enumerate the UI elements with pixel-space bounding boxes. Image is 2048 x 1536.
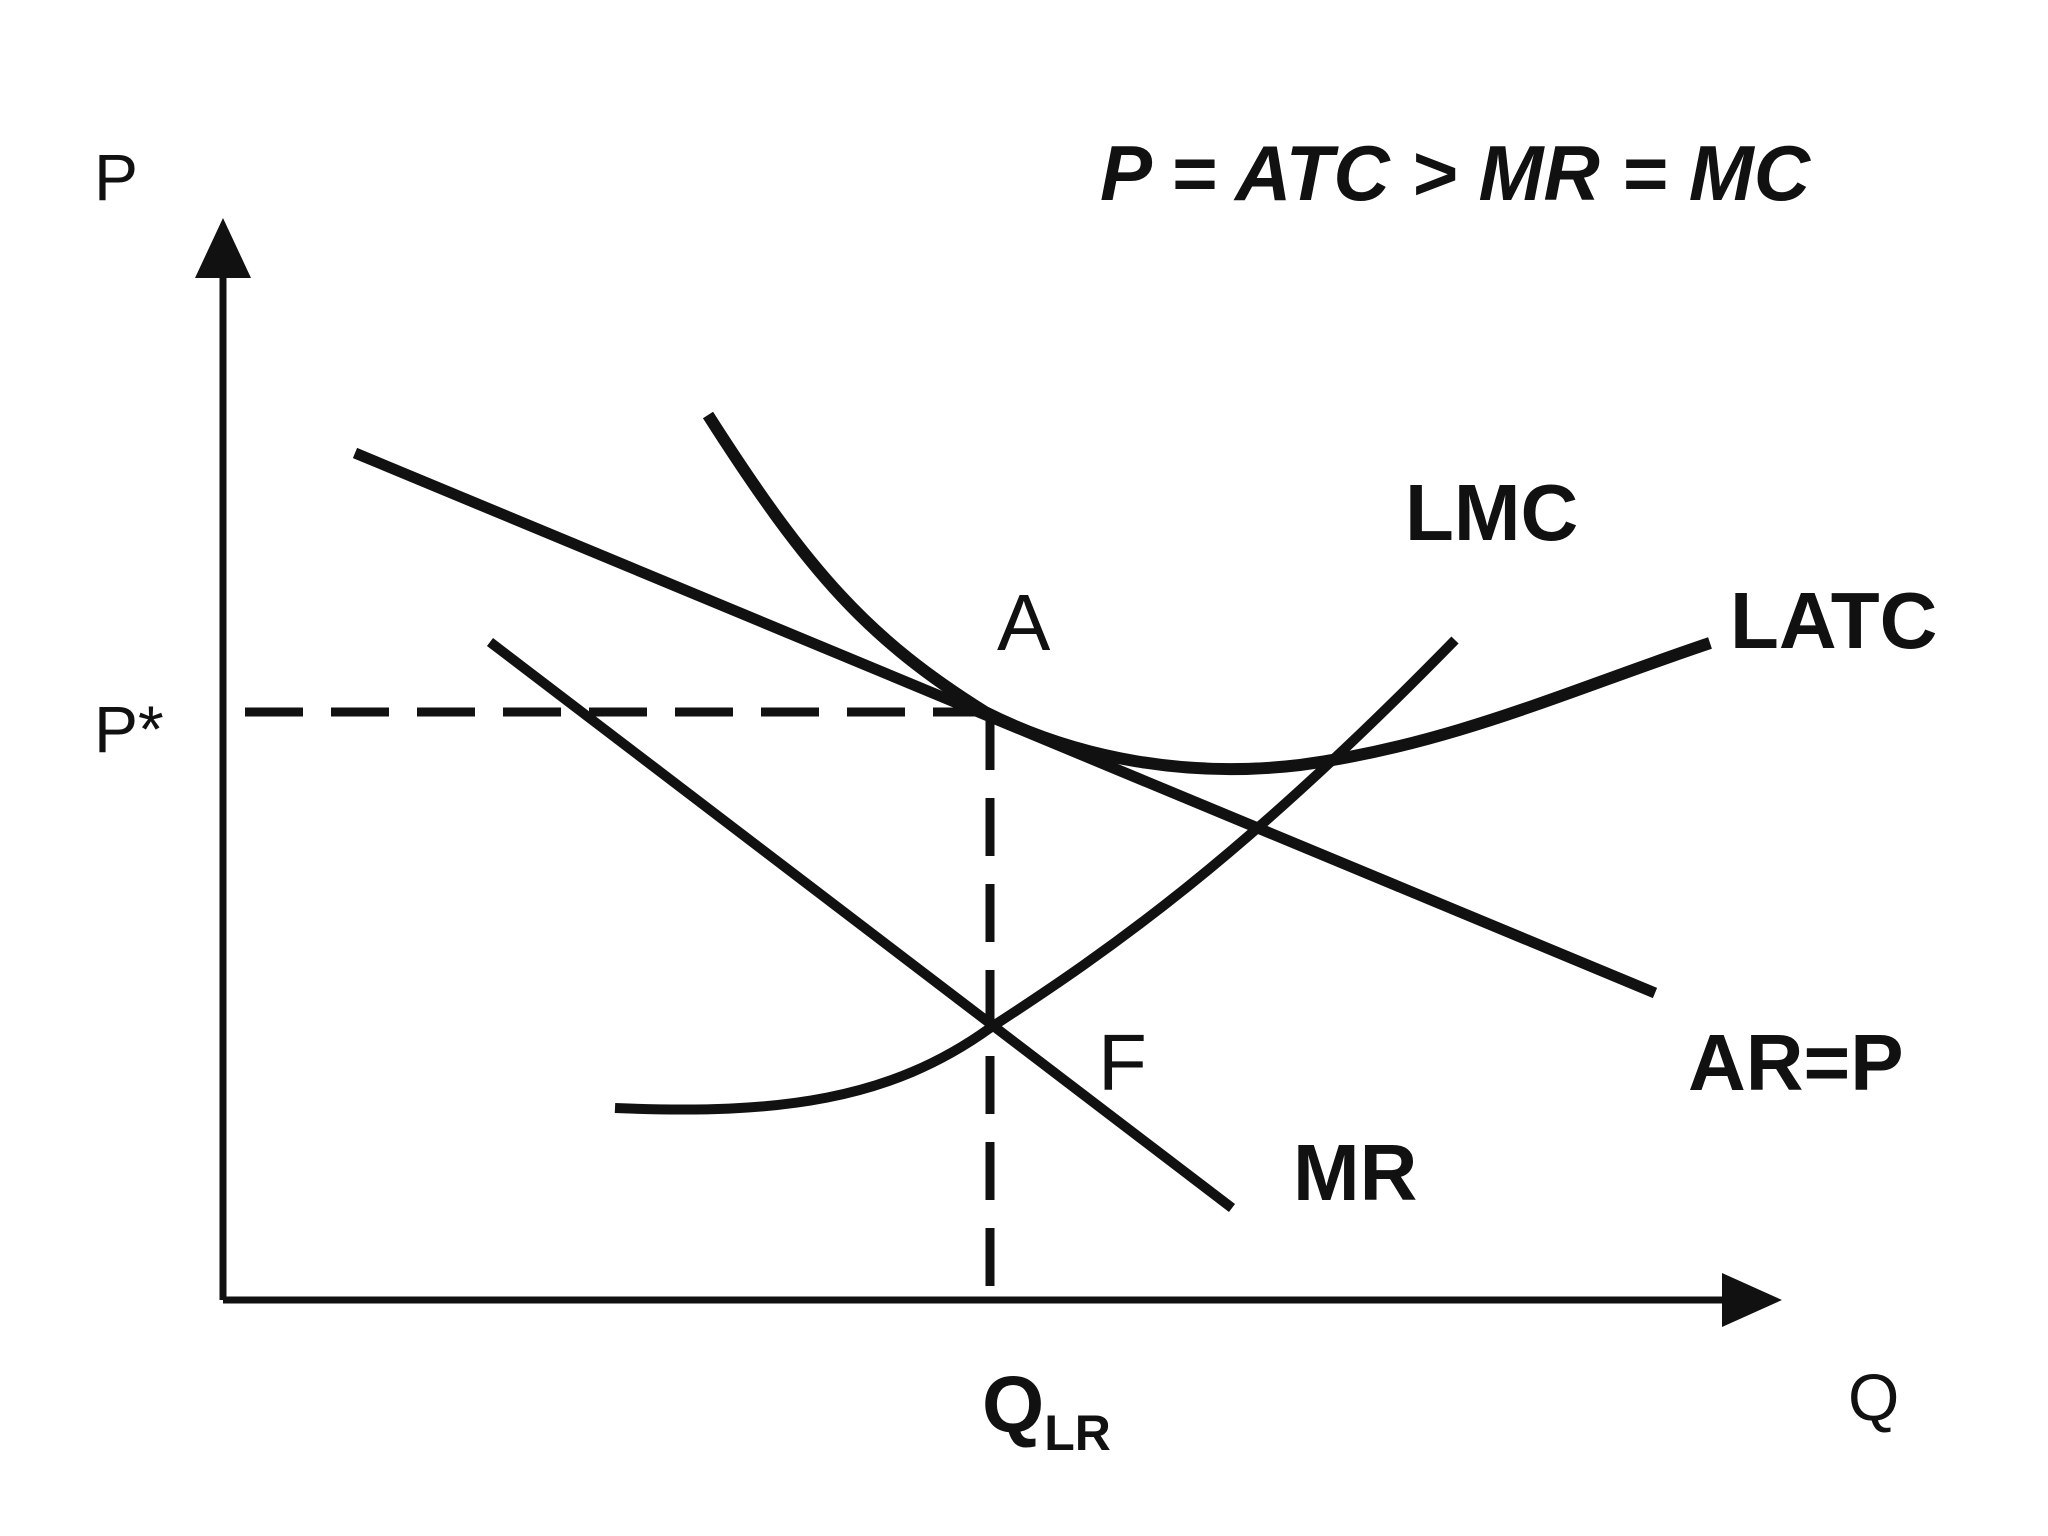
- lmc-label: LMC: [1405, 468, 1578, 557]
- point-a-label: A: [997, 578, 1051, 667]
- y-axis-arrow: [195, 218, 251, 278]
- quantity-label-subscript: LR: [1044, 1405, 1111, 1461]
- y-axis-label: P: [94, 140, 138, 214]
- lmc-curve: [614, 636, 1459, 1115]
- latc-curve: [702, 411, 1712, 776]
- ar-label: AR=P: [1688, 1018, 1904, 1107]
- latc-label: LATC: [1730, 576, 1937, 665]
- x-axis-arrow: [1722, 1273, 1782, 1327]
- axes: [195, 218, 1782, 1327]
- equilibrium-condition: P = ATC > MR = MC: [1100, 129, 1812, 217]
- x-axis-label: Q: [1848, 1360, 1899, 1434]
- mr-label: MR: [1293, 1128, 1417, 1217]
- price-label: P*: [94, 692, 164, 766]
- mr-curve: [486, 638, 1236, 1212]
- point-f-label: F: [1098, 1018, 1147, 1107]
- quantity-label: QLR: [982, 1360, 1111, 1461]
- quantity-label-main: Q: [982, 1360, 1044, 1449]
